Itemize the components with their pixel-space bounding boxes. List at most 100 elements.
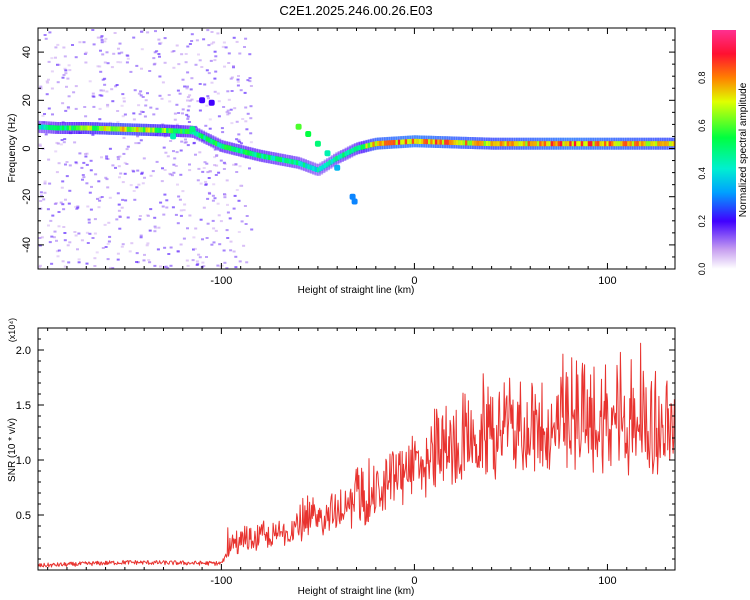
spectrogram-noise-cell	[46, 208, 50, 211]
spectrogram-noise-cell	[245, 215, 249, 217]
spectrogram-noise-cell	[108, 196, 112, 199]
spectrogram-noise-cell	[223, 196, 227, 199]
spectrogram-noise-cell	[39, 85, 43, 88]
spectrogram-noise-cell	[185, 113, 189, 116]
spectrogram-noise-cell	[167, 253, 171, 255]
spectrogram-noise-cell	[116, 252, 120, 255]
spectrogram-noise-cell	[135, 261, 138, 263]
spectrogram-ridge-cell	[613, 141, 618, 147]
spectrogram-ridge-cell	[268, 155, 273, 160]
spectrogram-panel: -100 0 100 Height of straight line (km) …	[7, 27, 676, 296]
spectrogram-y-axis-label: Frequency (Hz)	[7, 114, 18, 183]
spectrogram-ridge-cell	[513, 141, 518, 147]
spectrogram-noise-cell	[149, 208, 153, 211]
spectrogram-noise-cell	[198, 59, 202, 62]
spectrogram-noise-cell	[175, 103, 179, 106]
spectrogram-noise-cell	[76, 206, 80, 209]
spectrogram-ridge-cell	[38, 124, 43, 130]
spectrogram-noise-cell	[216, 92, 220, 95]
spectrogram-noise-cell	[43, 182, 47, 185]
spectrogram-ridge-cell	[270, 155, 275, 161]
spectrogram-noise-cell	[213, 50, 217, 53]
spectrogram-ridge-cell	[138, 127, 143, 133]
spectrogram-noise-cell	[218, 265, 222, 268]
spectrogram-ridge-cell	[291, 159, 296, 165]
spectrogram-noise-cell	[117, 165, 121, 168]
spectrogram-noise-cell	[192, 236, 196, 239]
spectrogram-noise-cell	[181, 190, 185, 193]
colorbar-label: Normalized spectral amplitude	[738, 82, 749, 217]
spectrogram-noise-cell	[47, 158, 51, 161]
spectrogram-noise-cell	[47, 224, 50, 227]
spectrogram-noise-cell	[100, 94, 104, 97]
spectrogram-noise-cell	[163, 61, 167, 64]
spectrogram-ridge-cell	[666, 141, 671, 147]
spectrogram-noise-cell	[243, 91, 247, 94]
spectrogram-noise-cell	[160, 97, 164, 100]
spectrogram-ridge-cell	[187, 129, 192, 134]
spectrogram-noise-cell	[68, 189, 72, 192]
spectrogram-ridge-cell	[432, 139, 437, 145]
spectrogram-noise-cell	[155, 50, 159, 53]
spectrogram-noise-cell	[183, 203, 187, 206]
spectrogram-noise-cell	[221, 131, 225, 134]
spectrogram-ridge-cell	[441, 139, 446, 145]
spectrogram-noise-cell	[65, 175, 69, 178]
spectrogram-ridge-cell	[219, 143, 224, 149]
spectrogram-noise-cell	[105, 178, 109, 181]
spectrogram-ridge-cell	[576, 141, 581, 147]
spectrogram-noise-cell	[178, 198, 182, 201]
spectrogram-ridge-cell	[421, 139, 425, 144]
spectrogram-ridge-cell	[536, 141, 541, 147]
spectrogram-noise-cell	[197, 53, 200, 56]
spectrogram-noise-cell	[162, 213, 166, 216]
spectrogram-noise-cell	[194, 153, 197, 156]
spectrogram-noise-cell	[207, 44, 211, 47]
spectrogram-noise-cell	[63, 67, 67, 70]
spectrogram-noise-cell	[153, 225, 157, 228]
spectrogram-ridge-cell	[184, 128, 189, 134]
spectrogram-ridge-cell	[624, 141, 629, 147]
spectrogram-ridge-cell	[263, 154, 268, 160]
spectrogram-ridge-cell	[140, 127, 145, 133]
spectrogram-noise-cell	[44, 37, 48, 40]
spectrogram-noise-cell	[173, 112, 177, 115]
spectrogram-noise-cell	[103, 83, 107, 86]
spectrogram-ridge-cell	[648, 141, 652, 147]
spectrogram-ridge-cell	[388, 140, 393, 146]
spectrogram-ridge-cell	[655, 141, 659, 147]
spectrogram-noise-cell	[211, 194, 215, 197]
spectrogram-noise-cell	[212, 241, 216, 244]
spectrogram-ridge-cell	[249, 151, 254, 156]
spectrogram-noise-cell	[98, 196, 102, 199]
spectrogram-ridge-cell	[64, 125, 69, 131]
spectrogram-ridge-cell	[467, 140, 472, 146]
spectrogram-ridge-cell	[629, 141, 634, 147]
spectrogram-noise-cell	[56, 43, 60, 46]
spectrogram-noise-cell	[111, 100, 115, 103]
spectrogram-ridge-cell	[367, 142, 372, 148]
spectrogram-ridge-cell	[159, 127, 164, 133]
spectrogram-ridge-cell	[379, 140, 384, 146]
snr-multiplier-label: (x10⁴)	[7, 318, 17, 342]
spectrogram-noise-cell	[158, 94, 162, 97]
spectrogram-noise-cell	[117, 209, 121, 212]
spectrogram-ridge-cell	[152, 127, 157, 133]
spectrogram-noise-cell	[123, 172, 127, 175]
spectrogram-noise-cell	[93, 218, 97, 221]
spectrogram-noise-cell	[51, 214, 55, 217]
spectrogram-ridge-cell	[112, 126, 117, 132]
spectrogram-noise-cell	[225, 229, 229, 232]
spectrogram-noise-cell	[63, 239, 67, 242]
spectrogram-noise-cell	[93, 232, 97, 235]
spectrogram-noise-cell	[219, 220, 223, 223]
spectrogram-ridge-cell	[455, 140, 460, 146]
spectrogram-noise-cell	[212, 183, 216, 186]
spectrogram-ridge-cell	[386, 140, 391, 146]
spectrogram-ridge-cell	[57, 125, 62, 131]
spectrogram-noise-cell	[162, 146, 166, 149]
spectrogram-noise-cell	[244, 106, 248, 109]
spectrogram-ridge-cell	[358, 145, 363, 151]
spectrogram-noise-cell	[240, 142, 243, 145]
spectrogram-feature-cell	[351, 198, 358, 205]
